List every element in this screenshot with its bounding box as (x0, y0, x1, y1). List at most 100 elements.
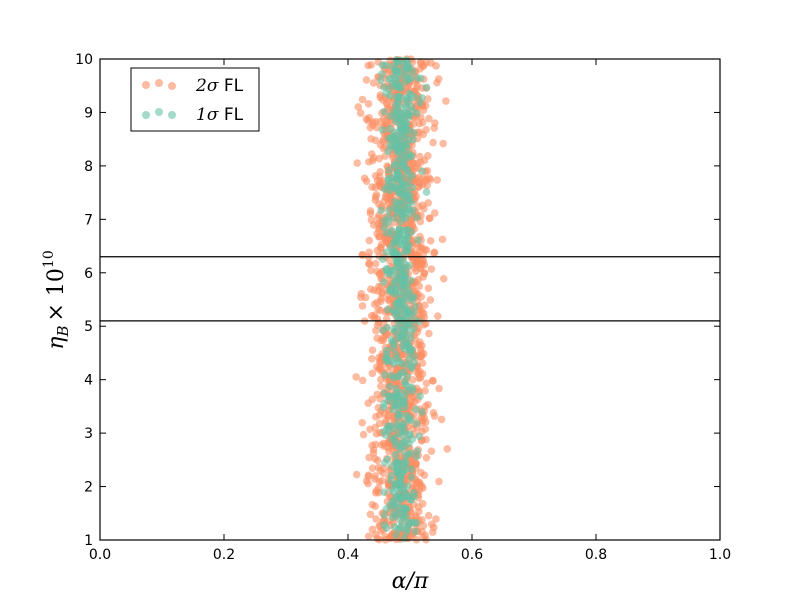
scatter-point-1sigma (405, 416, 413, 424)
scatter-point-1sigma (403, 73, 411, 82)
scatter-point-2sigma (426, 175, 435, 184)
scatter-point-2sigma (368, 369, 377, 378)
y-axis-title-sub: B (54, 326, 72, 338)
scatter-point-1sigma (397, 217, 405, 226)
scatter-point-1sigma (397, 133, 405, 141)
legend-label-suffix: FL (218, 76, 243, 96)
scatter-point-1sigma (381, 371, 389, 379)
scatter-point-2sigma (414, 178, 423, 186)
scatter-point-2sigma (384, 411, 393, 420)
scatter-point-2sigma (365, 236, 374, 245)
scatter-point-2sigma (367, 216, 376, 224)
scatter-point-2sigma (416, 367, 424, 376)
scatter-point-2sigma (366, 425, 374, 434)
scatter-point-1sigma (396, 445, 405, 454)
scatter-point-2sigma (419, 484, 427, 492)
scatter-point-1sigma (411, 527, 420, 536)
y-tick-label: 1 (84, 533, 93, 549)
scatter-point-2sigma (365, 158, 373, 166)
y-tick-label: 5 (84, 319, 93, 335)
scatter-point-2sigma (358, 95, 367, 104)
scatter-point-1sigma (402, 103, 411, 112)
scatter-point-2sigma (372, 430, 381, 438)
legend-marker (142, 81, 150, 89)
scatter-point-2sigma (420, 471, 429, 479)
scatter-point-1sigma (410, 519, 419, 527)
scatter-point-2sigma (426, 296, 435, 304)
scatter-point-2sigma (428, 528, 437, 536)
scatter-point-2sigma (426, 214, 434, 222)
scatter-point-1sigma (398, 459, 407, 467)
scatter-point-1sigma (402, 64, 410, 73)
x-tick-label: 0.0 (89, 547, 111, 563)
scatter-point-1sigma (392, 459, 401, 467)
scatter-point-1sigma (411, 302, 420, 311)
scatter-point-1sigma (408, 183, 417, 192)
scatter-point-1sigma (410, 93, 419, 101)
scatter-point-2sigma (371, 472, 380, 480)
scatter-point-1sigma (390, 327, 399, 336)
scatter-point-2sigma (443, 445, 452, 453)
scatter-point-2sigma (368, 441, 376, 450)
scatter-point-1sigma (386, 112, 394, 120)
legend-marker (155, 108, 163, 116)
y-tick-label: 4 (84, 373, 93, 389)
scatter-point-2sigma (369, 79, 378, 87)
scatter-point-2sigma (430, 124, 439, 132)
scatter-point-2sigma (376, 244, 385, 252)
scatter-point-1sigma (394, 231, 402, 240)
scatter-point-2sigma (367, 266, 375, 275)
legend-label-1sigma: 1σ FL (196, 105, 244, 125)
scatter-point-1sigma (402, 95, 411, 104)
scatter-point-1sigma (394, 317, 402, 326)
scatter-point-1sigma (406, 191, 414, 200)
scatter-point-1sigma (393, 256, 402, 265)
scatter-point-2sigma (367, 285, 375, 293)
legend-marker (168, 82, 176, 90)
scatter-point-1sigma (416, 392, 424, 400)
scatter-point-1sigma (393, 78, 402, 87)
scatter-point-2sigma (357, 290, 366, 298)
scatter-point-1sigma (384, 147, 392, 156)
scatter-point-1sigma (402, 246, 410, 255)
y-tick-label: 10 (75, 52, 93, 68)
scatter-point-2sigma (385, 256, 394, 265)
scatter-point-1sigma (402, 305, 410, 313)
legend: 2σ FL 1σ FL (130, 67, 260, 132)
scatter-point-1sigma (402, 528, 410, 537)
scatter-point-1sigma (394, 503, 403, 512)
scatter-point-2sigma (430, 248, 439, 257)
scatter-point-2sigma (376, 177, 384, 186)
scatter-point-2sigma (423, 95, 432, 103)
scatter-point-1sigma (394, 525, 403, 533)
scatter-point-1sigma (401, 380, 410, 389)
scatter-point-1sigma (401, 403, 409, 412)
scatter-point-2sigma (418, 416, 427, 425)
scatter-point-2sigma (359, 430, 368, 439)
scatter-point-1sigma (407, 293, 416, 301)
scatter-point-1sigma (399, 397, 408, 405)
scatter-point-1sigma (391, 182, 399, 191)
scatter-point-2sigma (367, 355, 376, 363)
scatter-point-1sigma (401, 272, 410, 280)
legend-entry-1sigma: 1σ FL (142, 105, 244, 125)
scatter-point-1sigma (380, 389, 389, 397)
scatter-point-1sigma (385, 75, 394, 83)
scatter-point-1sigma (392, 395, 401, 404)
scatter-point-1sigma (382, 505, 391, 513)
legend-marker (142, 111, 150, 119)
scatter-point-1sigma (392, 531, 400, 539)
scatter-point-1sigma (391, 480, 400, 488)
scatter-point-1sigma (408, 435, 417, 444)
scatter-point-1sigma (405, 349, 414, 357)
legend-label-2sigma: 2σ FL (195, 76, 244, 96)
scatter-point-1sigma (412, 405, 420, 414)
scatter-point-2sigma (422, 454, 431, 462)
scatter-point-1sigma (388, 266, 396, 275)
legend-box (130, 67, 260, 132)
scatter-point-2sigma (364, 399, 372, 407)
scatter-point-1sigma (389, 133, 398, 141)
scatter-point-2sigma (414, 202, 422, 211)
plot-frame (99, 58, 721, 541)
scatter-point-2sigma (371, 502, 380, 510)
